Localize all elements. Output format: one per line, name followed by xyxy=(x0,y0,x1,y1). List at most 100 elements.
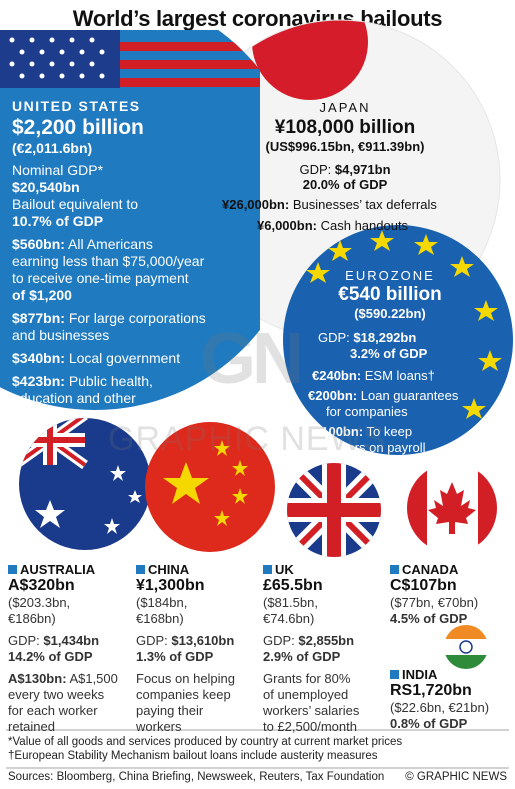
australia-note-value: A$130bn: xyxy=(8,671,67,686)
us-bailout-value: 10.7% of GDP xyxy=(12,213,104,229)
watermark-text: GRAPHIC NEWS xyxy=(108,420,387,458)
watermark-logo: GN xyxy=(200,319,304,399)
uk-flag-circle xyxy=(287,463,381,557)
australia-pct: 14.2% of GDP xyxy=(8,649,93,664)
us-item-text: to receive one-time payment xyxy=(12,270,189,286)
eurozone-items: GDP: $18,292bn 3.2% of GDP €240bn: ESM l… xyxy=(308,330,488,456)
eurozone-item-text: ESM loans† xyxy=(364,368,435,383)
uk-pct: 2.9% of GDP xyxy=(263,649,341,664)
eu-stars xyxy=(306,230,502,419)
us-euro: (€2,011.6bn) xyxy=(12,140,93,156)
us-gdp-value: $20,540bn xyxy=(12,179,80,195)
bullet-square-icon xyxy=(390,670,399,679)
uk-sub: ($81.5bn, xyxy=(263,595,318,610)
japan-name: JAPAN xyxy=(319,100,371,115)
canada-sub: ($77bn, €70bn) xyxy=(390,595,479,610)
australia-note-text: for each worker xyxy=(8,703,98,718)
us-item-text: For large corporations xyxy=(68,310,206,326)
us-items: $560bn: All Americans earning less than … xyxy=(12,236,252,424)
uk-sub: €74.6bn) xyxy=(263,611,315,626)
us-item-text: All Americans xyxy=(68,236,153,252)
uk-gdp-value: $2,855bn xyxy=(298,633,355,648)
eurozone-item-text: Loan guarantees xyxy=(360,388,459,403)
credit: © GRAPHIC NEWS xyxy=(405,771,507,783)
uk-amount: £65.5bn xyxy=(263,577,323,594)
japan-amount: ¥108,000 billion xyxy=(274,117,416,138)
japan-sub: (US$996.15bn, €911.39bn) xyxy=(265,139,425,154)
us-amount: $2,200 billion xyxy=(12,116,144,139)
uk-panel: UK £65.5bn ($81.5bn, €74.6bn) GDP: $2,85… xyxy=(263,562,388,735)
china-sub: €168bn) xyxy=(136,611,184,626)
eurozone-gdp-value: $18,292bn xyxy=(353,330,417,345)
india-panel: INDIA RS1,720bn ($22.6bn, €21bn) 0.8% of… xyxy=(390,667,512,732)
eurozone-name: EUROZONE xyxy=(345,268,435,283)
china-gdp-value: $13,610bn xyxy=(171,633,235,648)
us-item-value: $340bn: xyxy=(12,350,65,366)
eurozone-item-value: €240bn: xyxy=(312,368,362,383)
footnote-gdp: *Value of all goods and services produce… xyxy=(8,736,403,748)
eurozone-panel: EUROZONE €540 billion ($590.22bn) xyxy=(300,268,480,321)
us-item-text: causes xyxy=(12,407,57,423)
canada-pct: 4.5% of GDP xyxy=(390,611,468,626)
eurozone-flag-circle xyxy=(283,225,513,455)
us-panel: UNITED STATES $2,200 billion (€2,011.6bn… xyxy=(12,98,252,424)
canada-flag-circle xyxy=(407,463,497,553)
uk-note: Grants for 80% xyxy=(263,671,351,686)
australia-amount: A$320bn xyxy=(8,577,75,594)
china-note: companies keep xyxy=(136,687,231,702)
bullet-square-icon xyxy=(390,565,399,574)
us-gdp-label: Nominal GDP* xyxy=(12,162,104,178)
us-item-text: earning less than $75,000/year xyxy=(12,253,205,269)
japan-items: ¥26,000bn: Businesses’ tax deferrals ¥6,… xyxy=(222,194,492,236)
bullet-square-icon xyxy=(136,565,145,574)
india-pct: 0.8% of GDP xyxy=(390,716,468,731)
japan-gdp-value: $4,971bn xyxy=(334,162,391,177)
japan-gdp-label: GDP: xyxy=(299,162,332,177)
eurozone-sub: ($590.22bn) xyxy=(354,306,426,321)
china-sub: ($184bn, xyxy=(136,595,188,610)
uk-gdp-label: GDP: xyxy=(263,633,295,648)
uk-note: workers’ salaries xyxy=(263,703,360,718)
eurozone-item-text: To keep xyxy=(366,424,413,439)
canada-amount: C$107bn xyxy=(390,577,457,594)
india-sub: ($22.6bn, €21bn) xyxy=(390,700,490,715)
uk-note: to £2,500/month xyxy=(263,719,357,734)
us-item-text: education and other xyxy=(12,390,136,406)
us-name: UNITED STATES xyxy=(12,98,141,114)
eurozone-pct: 3.2% of GDP xyxy=(350,346,428,361)
canada-name: CANADA xyxy=(402,562,459,577)
eurozone-gdp-label: GDP: xyxy=(318,330,350,345)
us-item-text: Public health, xyxy=(68,373,153,389)
bullet-square-icon xyxy=(263,565,272,574)
japan-item-text: Businesses’ tax deferrals xyxy=(292,197,437,212)
us-item-value: $560bn: xyxy=(12,236,65,252)
eurozone-amount: €540 billion xyxy=(338,284,442,305)
japan-item-text: Cash handouts xyxy=(320,218,409,233)
australia-name: AUSTRALIA xyxy=(20,562,96,577)
canada-panel: CANADA C$107bn ($77bn, €70bn) 4.5% of GD… xyxy=(390,562,512,627)
footnotes: *Value of all goods and services produce… xyxy=(8,735,513,763)
japan-item-value: ¥26,000bn: xyxy=(222,197,290,212)
india-amount: RS1,720bn xyxy=(390,682,472,699)
us-item-value: of $1,200 xyxy=(12,287,72,303)
australia-gdp-label: GDP: xyxy=(8,633,40,648)
sources: Sources: Bloomberg, China Briefing, News… xyxy=(8,771,385,783)
australia-note-text: retained xyxy=(8,719,55,734)
china-panel: CHINA ¥1,300bn ($184bn, €168bn) GDP: $13… xyxy=(136,562,261,735)
australia-gdp-value: $1,434bn xyxy=(43,633,100,648)
us-item-value: $423bn: xyxy=(12,373,65,389)
china-flag-circle xyxy=(145,422,275,552)
us-item-text: and businesses xyxy=(12,327,110,343)
china-note: workers xyxy=(136,719,182,734)
australia-panel: AUSTRALIA A$320bn ($203.3bn, €186bn) GDP… xyxy=(8,562,133,735)
japan-pct: 20.0% of GDP xyxy=(302,177,388,192)
uk-note: of unemployed xyxy=(263,687,349,702)
eurozone-item-text: for companies xyxy=(326,404,408,419)
us-flag-circle xyxy=(0,30,260,410)
eurozone-item-value: €100bn: xyxy=(314,424,364,439)
eurozone-item-value: €200bn: xyxy=(308,388,358,403)
australia-sub: €186bn) xyxy=(8,611,56,626)
china-name: CHINA xyxy=(148,562,190,577)
china-note: Focus on helping xyxy=(136,671,236,686)
